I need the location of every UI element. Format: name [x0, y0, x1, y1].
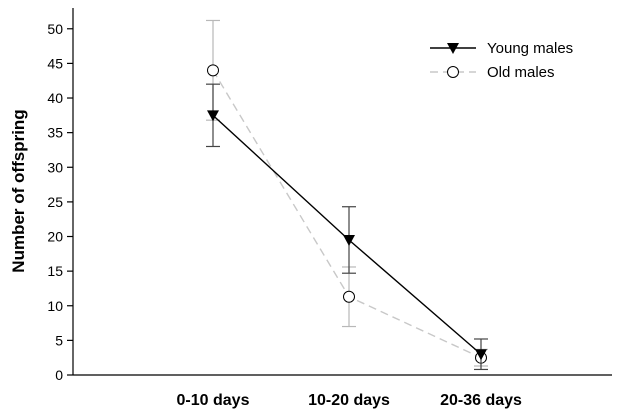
y-tick-label: 40	[47, 90, 63, 106]
series-young-males	[206, 83, 488, 371]
x-category-label: 0-10 days	[177, 392, 250, 409]
y-tick-label: 5	[55, 332, 63, 348]
legend-item-old-males: Old males	[430, 64, 555, 81]
plot-frame	[72, 8, 612, 376]
y-axis-title: Number of offspring	[9, 109, 28, 272]
y-tick-label: 35	[47, 125, 63, 141]
data-point	[207, 110, 219, 122]
data-point	[343, 234, 355, 246]
y-tick-label: 10	[47, 298, 63, 314]
y-tick-label: 0	[55, 367, 63, 383]
series-line	[212, 69, 482, 359]
legend-label: Young males	[487, 40, 573, 57]
y-tick-label: 30	[47, 159, 63, 175]
data-point	[475, 349, 487, 361]
y-tick-label: 20	[47, 229, 63, 245]
x-category-label: 10-20 days	[308, 392, 390, 409]
y-tick-label: 45	[47, 55, 63, 71]
y-axis-ticks: 0 5 10 15 20 25 30 35 40 45 50	[47, 21, 73, 383]
legend-marker	[447, 66, 459, 78]
x-category-label: 20-36 days	[440, 392, 522, 409]
series-line	[212, 114, 482, 355]
legend-marker	[447, 43, 459, 54]
x-axis-categories: 0-10 days 10-20 days 20-36 days	[177, 392, 522, 409]
y-tick-label: 25	[47, 194, 63, 210]
legend: Young males Old males	[430, 40, 573, 81]
legend-label: Old males	[487, 64, 555, 81]
data-point	[207, 64, 219, 77]
y-tick-label: 15	[47, 263, 63, 279]
data-point	[343, 290, 355, 303]
legend-item-young-males: Young males	[430, 40, 573, 57]
series-layer	[206, 19, 488, 371]
y-tick-label: 50	[47, 21, 63, 37]
